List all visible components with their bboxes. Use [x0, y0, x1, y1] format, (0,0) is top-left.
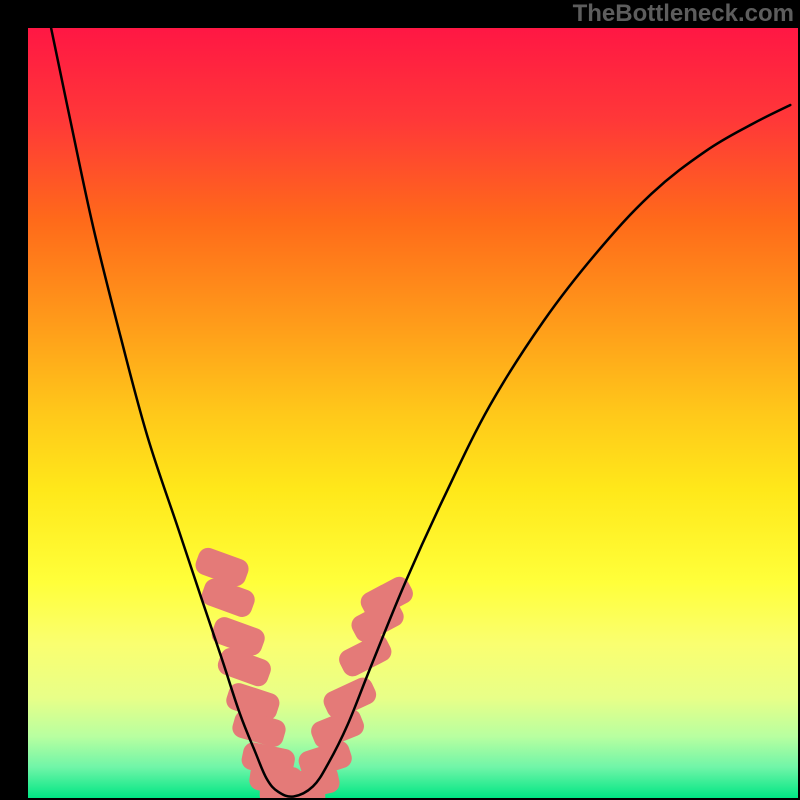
plot-area	[28, 28, 798, 798]
figure-root: TheBottleneck.com	[0, 0, 800, 800]
watermark-text: TheBottleneck.com	[573, 0, 794, 28]
plot-svg	[28, 28, 798, 798]
gradient-background	[28, 28, 798, 798]
